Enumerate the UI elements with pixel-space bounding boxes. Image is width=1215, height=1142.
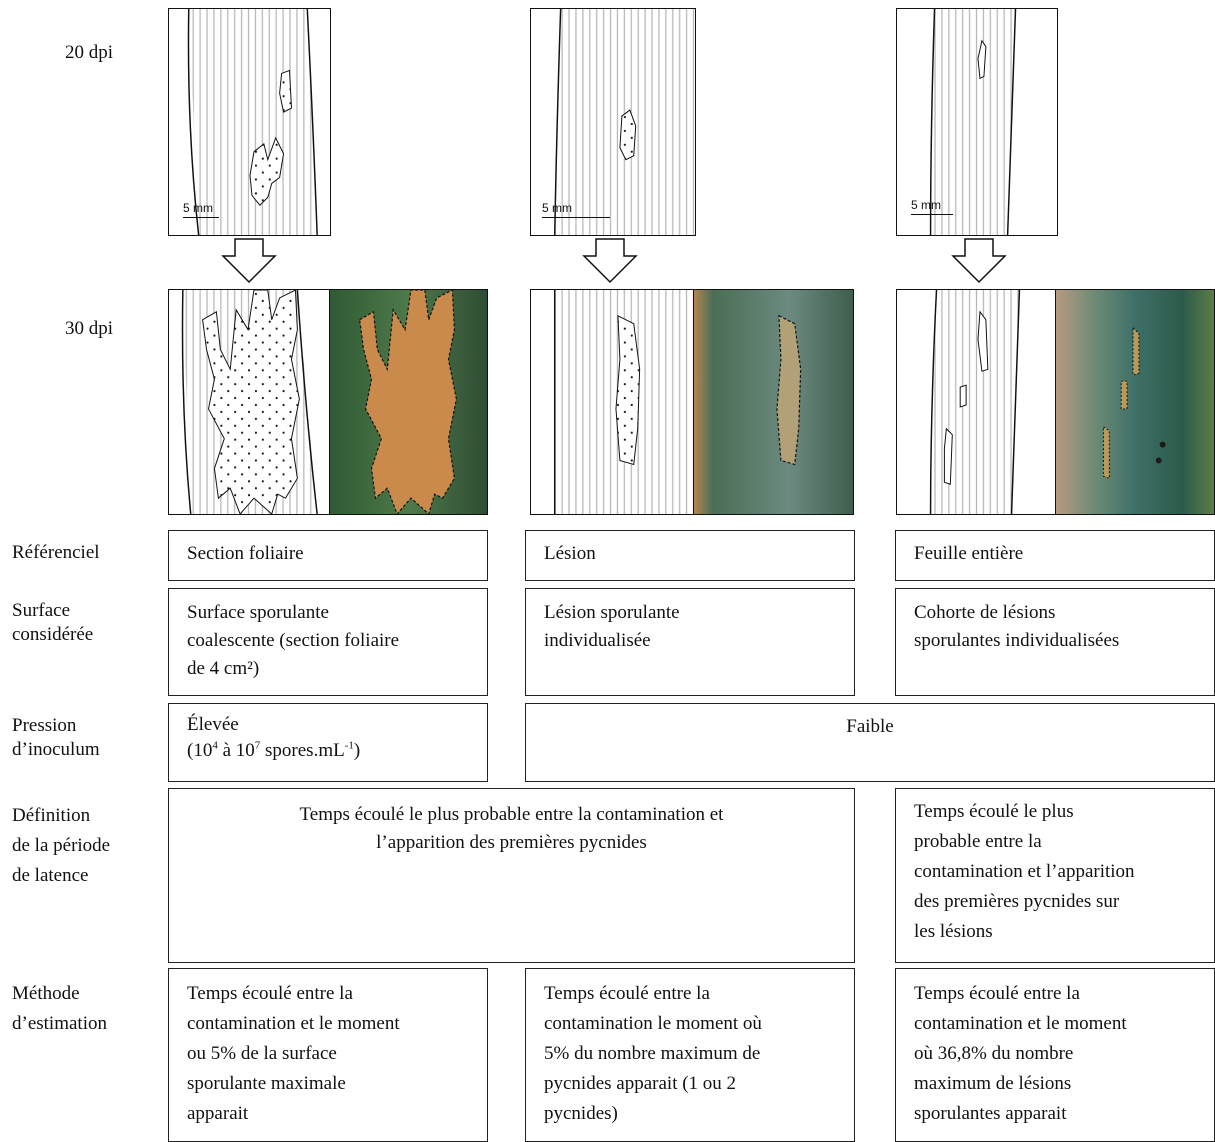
leaf-section-30dpi-col2	[530, 289, 694, 515]
leaf-section-20dpi-col1	[168, 8, 331, 236]
leaf-section-30dpi-col3	[896, 289, 1056, 515]
down-arrow-icon	[221, 238, 277, 284]
time-label-20dpi: 20 dpi	[65, 42, 114, 63]
leaf-section-20dpi-col3	[896, 8, 1058, 236]
row-label-referentiel: Référenciel	[12, 542, 100, 563]
definition-cell-merged: Temps écoulé le plus probable entre la c…	[168, 788, 855, 963]
pression-cell-high: Élevée (104 à 107 spores.mL-1)	[168, 703, 488, 782]
down-arrow-icon	[582, 238, 638, 284]
methode-cell-3: Temps écoulé entre la contamination et le…	[895, 968, 1215, 1142]
scale-bar-col1: 5 mm	[183, 201, 219, 218]
referentiel-cell-3: Feuille entière	[895, 530, 1215, 581]
pression-cell-low: Faible	[525, 703, 1215, 782]
leaf-photo-col1	[329, 289, 488, 515]
row-label-surface: Surface considérée	[12, 600, 94, 645]
down-arrow-icon	[951, 238, 1007, 284]
surface-cell-2: Lésion sporulante individualisée	[525, 588, 855, 696]
leaf-section-20dpi-col2	[530, 8, 696, 236]
methode-cell-2: Temps écoulé entre la contamination le mo…	[525, 968, 855, 1142]
surface-cell-1: Surface sporulante coalescente (section f…	[168, 588, 488, 696]
time-label-30dpi: 30 dpi	[65, 318, 114, 339]
leaf-photo-col2	[693, 289, 854, 515]
leaf-section-30dpi-col1	[168, 289, 330, 515]
referentiel-cell-2: Lésion	[525, 530, 855, 581]
scale-label: 5 mm	[183, 201, 213, 215]
surface-cell-3: Cohorte de lésions sporulantes individual…	[895, 588, 1215, 696]
scale-line	[542, 217, 610, 218]
methode-cell-1: Temps écoulé entre la contamination et le…	[168, 968, 488, 1142]
scale-line	[911, 214, 953, 215]
scale-bar-col3: 5 mm	[911, 198, 953, 215]
row-label-methode: Méthode d’estimation	[12, 983, 107, 1034]
scale-label: 5 mm	[542, 201, 572, 215]
referentiel-cell-1: Section foliaire	[168, 530, 488, 581]
definition-cell-3: Temps écoulé le plus probable entre la con…	[895, 788, 1215, 963]
scale-label: 5 mm	[911, 198, 941, 212]
leaf-photo-col3	[1055, 289, 1215, 515]
row-label-pression: Pression d’inoculum	[12, 715, 100, 760]
scale-line	[183, 217, 219, 218]
scale-bar-col2: 5 mm	[542, 201, 610, 218]
row-label-definition: Définition de la période de latence	[12, 805, 111, 886]
